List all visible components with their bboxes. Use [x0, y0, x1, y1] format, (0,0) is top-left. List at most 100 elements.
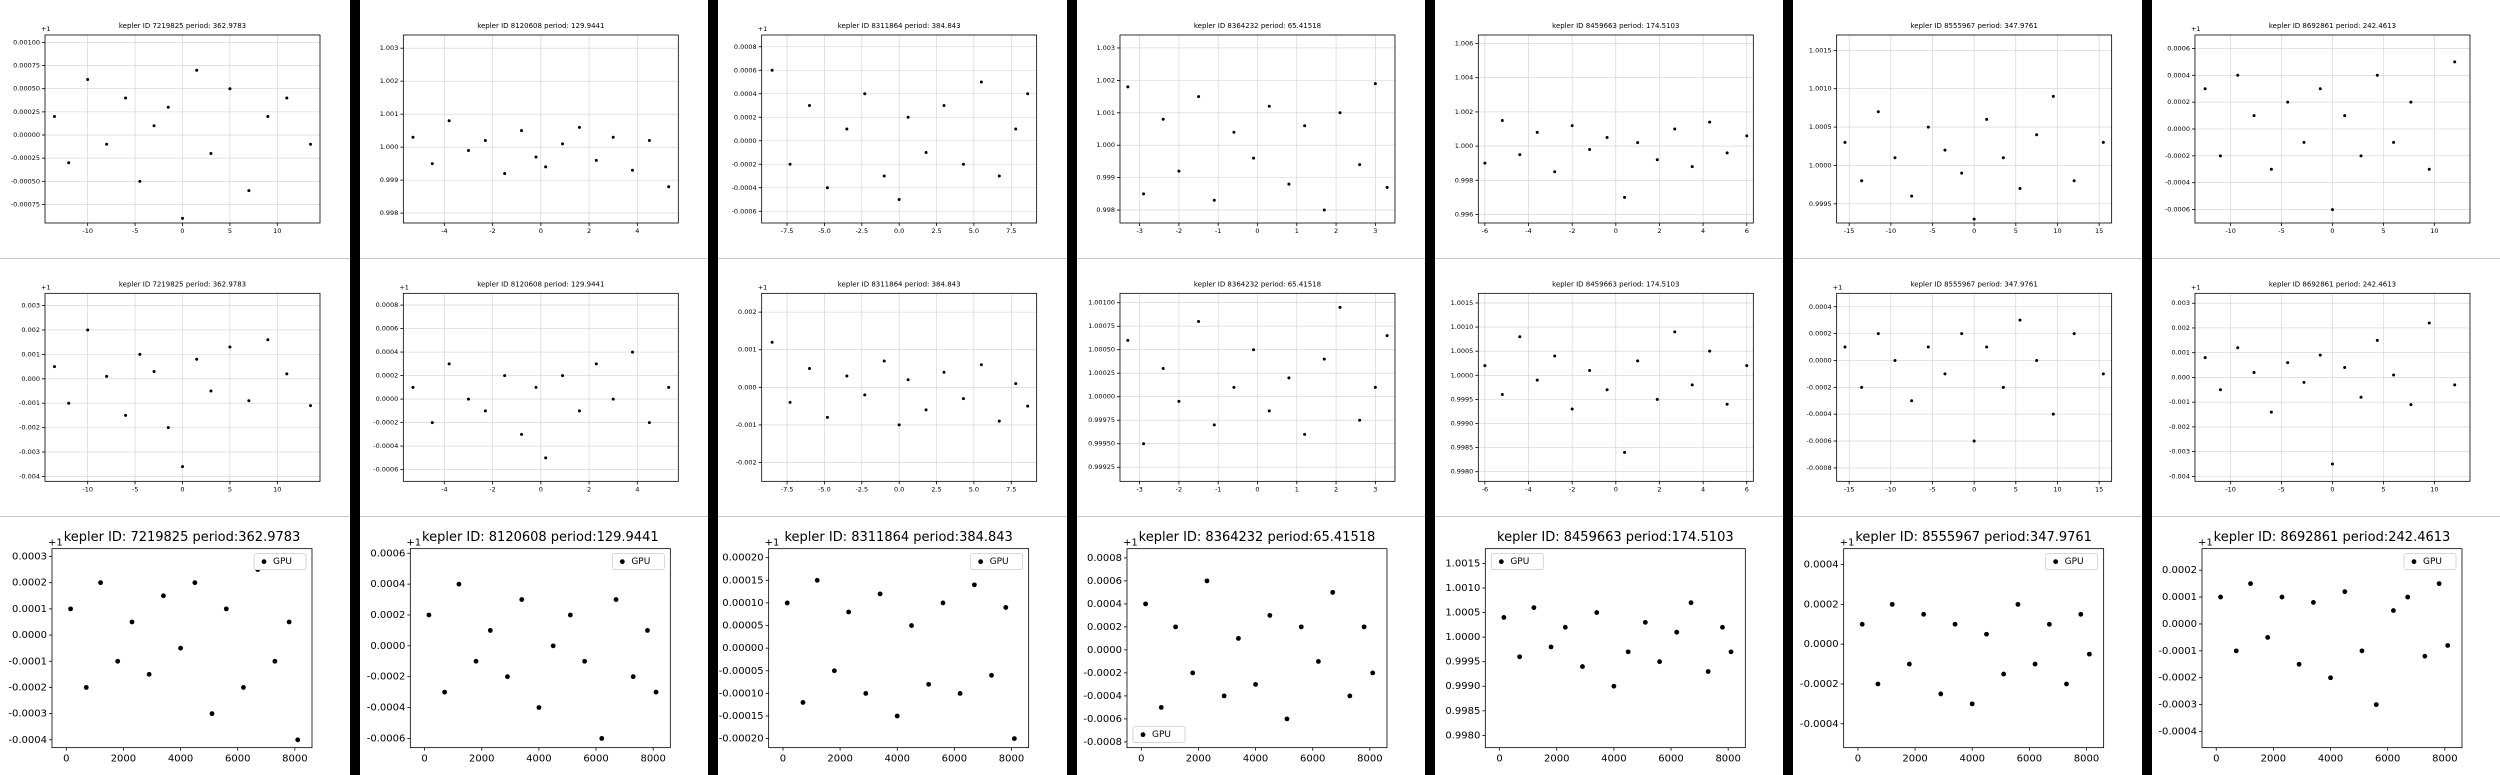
y-tick-label: 0.998 [1096, 206, 1115, 214]
data-point [2391, 608, 2396, 613]
data-point [426, 612, 432, 618]
y-tick-label: -0.0006 [2165, 206, 2190, 214]
x-tick-label: 7.5 [1006, 227, 1016, 235]
chart-title: kepler ID 7219825 period: 362.9783 [119, 22, 246, 30]
data-point [1003, 605, 1009, 610]
data-point [1588, 368, 1592, 372]
x-tick-label: -4 [1525, 227, 1531, 235]
data-point [181, 465, 184, 469]
data-point [2311, 600, 2316, 605]
y-tick-label: 1.0005 [1451, 347, 1474, 355]
data-point [2072, 179, 2076, 183]
data-point [209, 711, 215, 717]
x-tick-label: 15 [2095, 227, 2103, 235]
data-point [192, 580, 198, 586]
chart-title: kepler ID 8692861 period: 242.4613 [2269, 280, 2396, 288]
data-point [863, 690, 869, 696]
x-tick-label: 4000 [1243, 754, 1268, 765]
x-tick-label: 0 [2330, 485, 2334, 493]
y-tick-label: -0.001 [19, 399, 40, 407]
data-point [1611, 683, 1617, 689]
plot-frame [761, 34, 1038, 224]
x-tick-label: 3 [1373, 227, 1377, 235]
y-tick-label: 1.0010 [1451, 323, 1474, 331]
data-point [105, 374, 109, 378]
data-point [1910, 399, 1914, 403]
data-point [1500, 118, 1504, 122]
y-tick-label: 0.9980 [1451, 468, 1474, 476]
x-tick-label: -5 [2278, 227, 2284, 235]
data-point [138, 179, 142, 183]
y-tick-label: 0.0001 [2162, 592, 2197, 603]
data-point [2302, 140, 2306, 144]
data-point [2064, 681, 2069, 687]
data-point [411, 385, 415, 389]
x-tick-label: 2000 [827, 754, 852, 765]
data-point [909, 623, 914, 628]
data-point [1177, 399, 1181, 403]
data-point [1517, 654, 1523, 660]
y-tick-label: 0.00015 [722, 575, 763, 586]
data-point [807, 104, 811, 107]
y-tick-label: 1.0015 [1809, 46, 1832, 54]
data-point [940, 600, 946, 606]
data-point [831, 668, 837, 674]
y-tick-label: 0.0000 [370, 641, 405, 652]
data-point [67, 401, 71, 405]
data-point [1985, 117, 1989, 121]
data-point [1014, 127, 1018, 131]
data-point [2233, 648, 2239, 654]
data-point [1161, 117, 1165, 121]
x-tick-label: -3 [1136, 485, 1142, 493]
x-tick-label: 0 [539, 485, 543, 493]
data-point [466, 397, 470, 401]
data-point [2286, 100, 2290, 104]
data-point [1287, 376, 1291, 380]
data-point [1580, 664, 1585, 669]
x-tick-label: -10 [82, 227, 93, 235]
x-tick-label: 8000 [1357, 754, 1382, 765]
data-point [1518, 335, 1522, 339]
data-point [2328, 675, 2333, 681]
x-tick-label: 10 [2430, 227, 2438, 235]
data-point [2218, 388, 2222, 392]
x-tick-label: -15 [1844, 227, 1855, 235]
data-point [1969, 701, 1975, 707]
data-point [877, 591, 883, 597]
data-point [630, 350, 634, 354]
data-point [2218, 594, 2223, 600]
legend-marker [1498, 559, 1504, 565]
data-point [863, 393, 867, 397]
data-point [1535, 130, 1539, 134]
y-tick-label: 0.9995 [1445, 657, 1480, 668]
axis-offset: +1 [41, 25, 51, 33]
plot-frame [768, 548, 1030, 749]
y-tick-label: -0.0002 [8, 682, 47, 693]
x-tick-label: 10 [2053, 485, 2061, 493]
x-tick-label: 2000 [2261, 754, 2286, 765]
data-point [1972, 439, 1976, 443]
data-point [906, 378, 910, 382]
y-tick-label: 1.000 [1096, 141, 1115, 149]
data-point [1875, 681, 1881, 687]
x-tick-label: 5 [2014, 227, 2018, 235]
y-tick-label: 1.002 [1455, 108, 1474, 116]
y-tick-label: 0.001 [21, 350, 40, 358]
y-tick-label: 1.003 [1096, 44, 1115, 52]
data-point [1500, 393, 1504, 397]
data-point [1910, 194, 1914, 198]
plot-frame [1843, 548, 2105, 749]
data-point [285, 372, 289, 376]
chart-title: kepler ID 8120608 period: 129.9441 [477, 280, 604, 288]
y-tick-label: 0.9990 [1445, 681, 1480, 692]
column-separator [1425, 0, 1435, 775]
data-point [807, 367, 811, 371]
data-point [1373, 82, 1377, 86]
data-point [1745, 364, 1749, 368]
data-point [1860, 385, 1864, 389]
data-point [1876, 110, 1880, 114]
x-tick-label: -2.5 [855, 485, 868, 493]
data-point [561, 142, 565, 146]
y-tick-label: 1.004 [1455, 74, 1474, 82]
